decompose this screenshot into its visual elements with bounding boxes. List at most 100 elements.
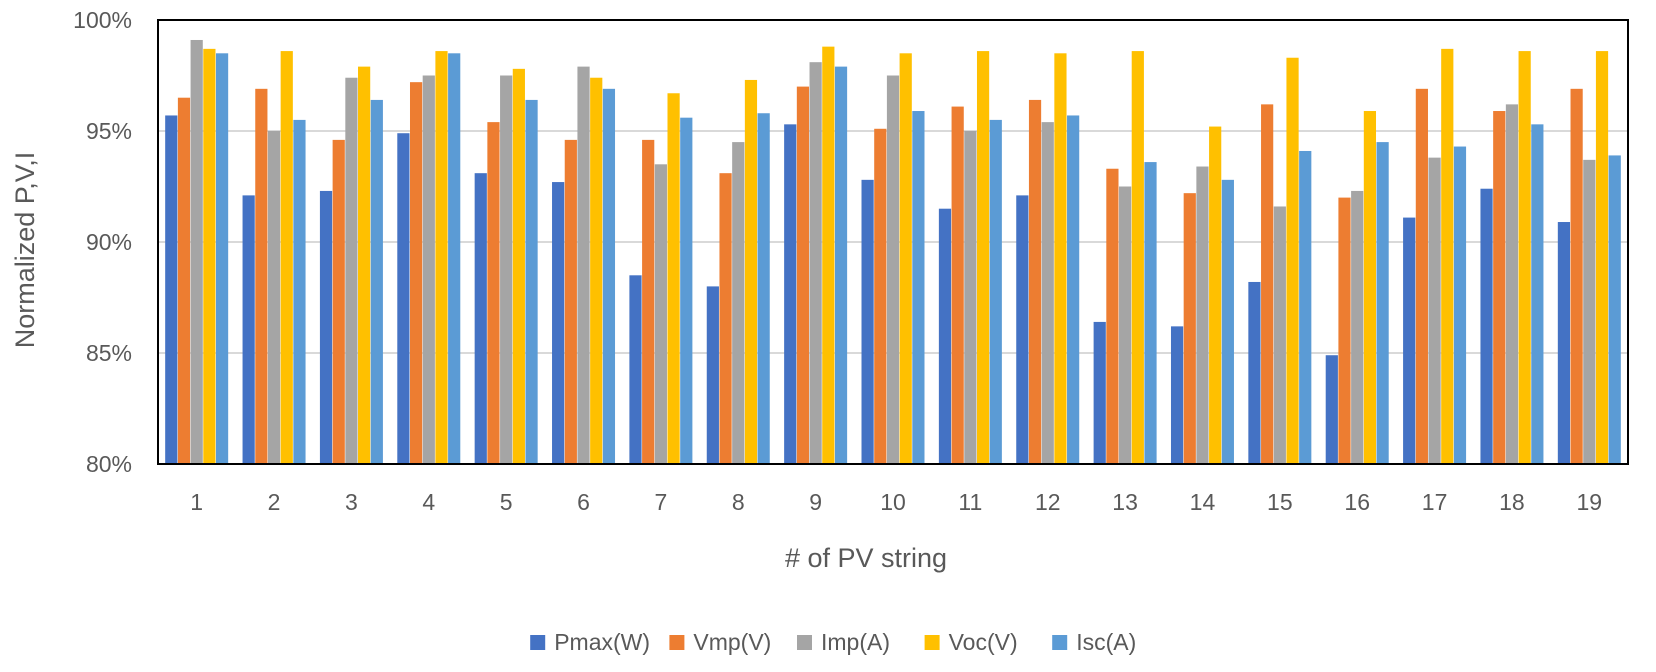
bar-pmax-w-string-18 [1480,188,1493,464]
bar-vmp-v-string-16 [1338,197,1351,464]
bar-pmax-w-string-16 [1325,355,1338,464]
y-tick-label: 85% [86,340,132,366]
bar-pmax-w-string-2 [242,195,255,464]
legend-label: Isc(A) [1076,629,1136,655]
bar-voc-v-string-18 [1518,51,1531,464]
bar-imp-a-string-16 [1351,190,1364,464]
legend-label: Pmax(W) [554,629,650,655]
bar-voc-v-string-12 [1054,53,1067,465]
bar-isc-a-string-9 [834,66,848,465]
bar-isc-a-string-12 [1067,115,1080,465]
bar-vmp-v-string-14 [1183,193,1196,464]
bars [165,39,1621,465]
bar-vmp-v-string-7 [642,139,655,464]
bar-imp-a-string-6 [577,66,590,465]
bar-pmax-w-string-8 [706,286,719,464]
bar-voc-v-string-11 [976,51,990,464]
legend-swatch [1052,635,1068,650]
x-tick-label: 18 [1499,489,1525,515]
legend-swatch [669,635,685,650]
x-tick-label: 16 [1344,489,1370,515]
bar-imp-a-string-18 [1505,104,1519,465]
bar-isc-a-string-8 [757,113,770,465]
bar-pmax-w-string-13 [1093,321,1106,464]
bar-pmax-w-string-3 [319,190,333,464]
bar-vmp-v-string-12 [1028,99,1042,465]
bar-voc-v-string-8 [744,79,758,464]
bar-isc-a-string-15 [1299,150,1312,465]
bar-pmax-w-string-6 [552,182,565,464]
bar-isc-a-string-17 [1453,146,1467,465]
bar-pmax-w-string-10 [861,179,874,464]
x-tick-label: 14 [1190,489,1216,515]
bar-isc-a-string-5 [525,99,538,465]
x-tick-label: 13 [1112,489,1138,515]
bar-imp-a-string-12 [1041,122,1054,465]
bar-pmax-w-string-11 [938,208,952,464]
bar-vmp-v-string-18 [1493,111,1506,465]
bar-imp-a-string-13 [1119,186,1132,464]
x-tick-label: 7 [654,489,667,515]
legend-label: Imp(A) [821,629,890,655]
bar-isc-a-string-19 [1608,155,1621,465]
bar-voc-v-string-13 [1131,51,1144,464]
bar-isc-a-string-16 [1376,142,1389,464]
bar-imp-a-string-17 [1428,157,1441,464]
bar-pmax-w-string-9 [784,124,797,464]
bar-imp-a-string-7 [654,164,667,465]
y-tick-label: 100% [73,7,132,33]
bar-isc-a-string-14 [1221,179,1234,464]
bar-voc-v-string-3 [358,66,371,465]
x-tick-label: 6 [577,489,590,515]
x-tick-label: 8 [732,489,745,515]
bar-pmax-w-string-17 [1403,217,1416,464]
bar-voc-v-string-9 [822,46,835,464]
bar-isc-a-string-6 [602,88,616,464]
x-tick-label: 12 [1035,489,1061,515]
bar-isc-a-string-11 [989,119,1002,465]
bar-voc-v-string-2 [280,51,293,464]
x-tick-label: 17 [1422,489,1448,515]
y-axis-ticks: 80% 85% 90% 95% 100% [73,7,132,477]
bar-imp-a-string-3 [345,77,358,464]
bar-voc-v-string-19 [1595,51,1609,464]
plot-area-frame [157,19,1629,465]
legend-swatch [924,635,940,650]
bar-vmp-v-string-6 [564,139,577,464]
x-axis-ticks: 1 2 3 4 5 6 7 8 9 10 11 12 13 14 15 16 17 18 19 [190,489,1602,515]
x-tick-label: 3 [345,489,358,515]
x-tick-label: 5 [500,489,513,515]
x-tick-label: 9 [809,489,822,515]
bar-isc-a-string-13 [1144,162,1157,464]
bar-pmax-w-string-15 [1248,281,1261,464]
bar-imp-a-string-8 [732,142,745,464]
bar-imp-a-string-5 [500,75,513,464]
legend-label: Voc(V) [949,629,1018,655]
bar-voc-v-string-10 [899,53,912,465]
bar-voc-v-string-16 [1363,111,1377,465]
bar-imp-a-string-4 [422,75,435,464]
bar-imp-a-string-2 [267,131,281,464]
bar-voc-v-string-5 [512,68,525,464]
bar-isc-a-string-10 [912,111,925,465]
y-axis-title: Normalized P,V,I [10,152,40,349]
bar-isc-a-string-7 [680,117,693,465]
bar-vmp-v-string-8 [719,173,732,464]
bar-vmp-v-string-4 [409,82,423,464]
bar-isc-a-string-2 [293,119,306,465]
bar-voc-v-string-4 [435,51,448,464]
y-tick-label: 80% [86,451,132,477]
x-tick-label: 2 [268,489,281,515]
x-tick-label: 10 [880,489,906,515]
bar-vmp-v-string-5 [487,122,500,465]
legend-swatch [530,635,546,650]
bar-voc-v-string-14 [1209,126,1222,464]
y-tick-label: 95% [86,118,132,144]
x-tick-label: 1 [190,489,203,515]
bar-pmax-w-string-14 [1170,326,1184,464]
bar-vmp-v-string-19 [1570,88,1583,464]
bar-pmax-w-string-1 [165,115,178,465]
bar-voc-v-string-6 [590,77,603,464]
bar-imp-a-string-10 [886,75,900,464]
